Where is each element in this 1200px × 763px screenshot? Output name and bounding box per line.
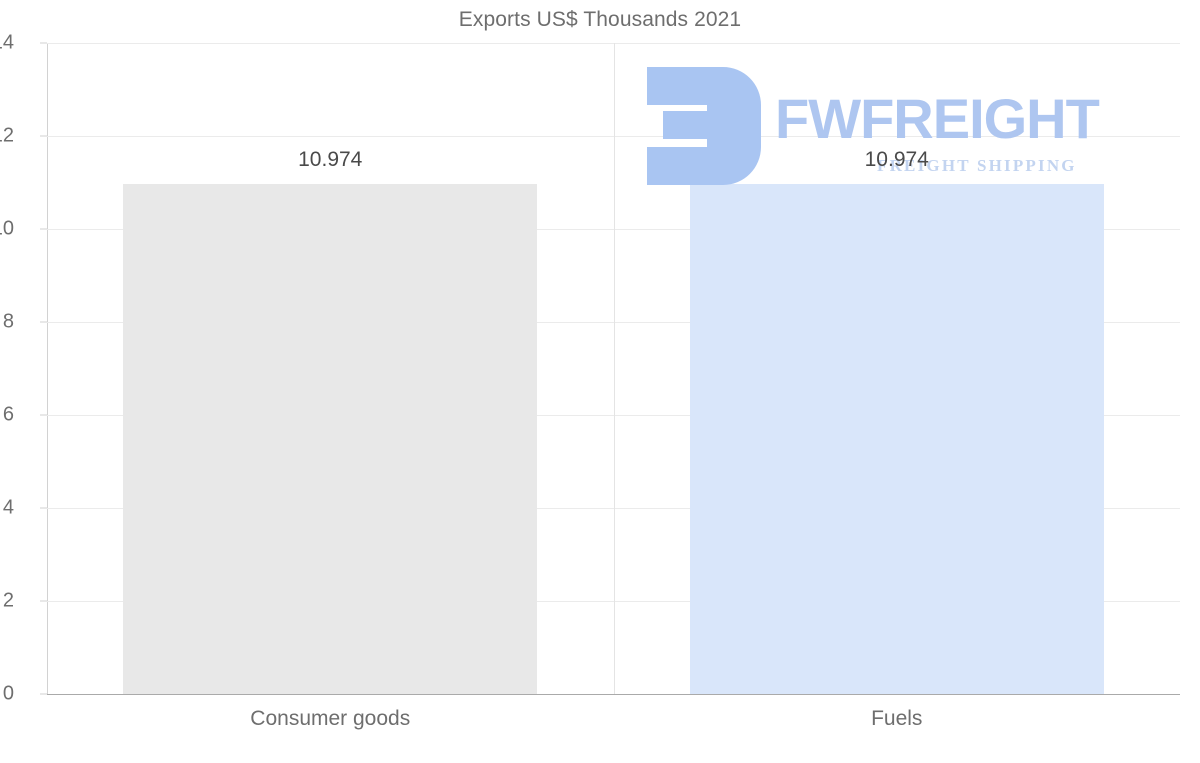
y-axis-tick-mark xyxy=(40,42,47,44)
y-axis-tick-mark xyxy=(40,600,47,602)
x-axis-category-label: Consumer goods xyxy=(250,707,411,730)
y-axis-tick-label: 0 xyxy=(2,682,14,705)
gridline-horizontal xyxy=(47,136,1180,137)
y-axis-tick-label: 2 xyxy=(2,589,14,612)
gridline-horizontal xyxy=(47,322,1180,323)
bar-value-label: 10.974 xyxy=(298,147,363,171)
chart-title: Exports US$ Thousands 2021 xyxy=(458,8,742,31)
gridline-horizontal xyxy=(47,43,1180,44)
gridline-horizontal xyxy=(47,415,1180,416)
y-axis-tick-label: 10 xyxy=(0,217,14,240)
y-axis-tick-mark xyxy=(40,414,47,416)
gridline-horizontal xyxy=(47,601,1180,602)
bar-value-label: 10.974 xyxy=(864,147,929,171)
y-axis-line xyxy=(47,43,48,695)
y-axis-tick-mark xyxy=(40,135,47,137)
gridline-vertical xyxy=(614,43,615,694)
y-axis-tick-label: 6 xyxy=(2,403,14,426)
x-axis-category-label: Fuels xyxy=(871,707,923,730)
gridline-horizontal xyxy=(47,508,1180,509)
y-axis-tick-label: 12 xyxy=(0,124,14,147)
y-axis-tick-label: 8 xyxy=(2,310,14,333)
gridline-horizontal xyxy=(47,229,1180,230)
y-axis-tick-mark xyxy=(40,693,47,695)
bar[interactable] xyxy=(123,183,537,694)
y-axis-tick-mark xyxy=(40,228,47,230)
y-axis-tick-mark xyxy=(40,321,47,323)
plot-area xyxy=(47,43,1180,694)
y-axis-tick-mark xyxy=(40,507,47,509)
x-axis-line xyxy=(47,694,1180,695)
y-axis-tick-label: 4 xyxy=(2,496,14,519)
bar[interactable] xyxy=(689,183,1104,694)
y-axis-tick-label: 14 xyxy=(0,31,14,54)
